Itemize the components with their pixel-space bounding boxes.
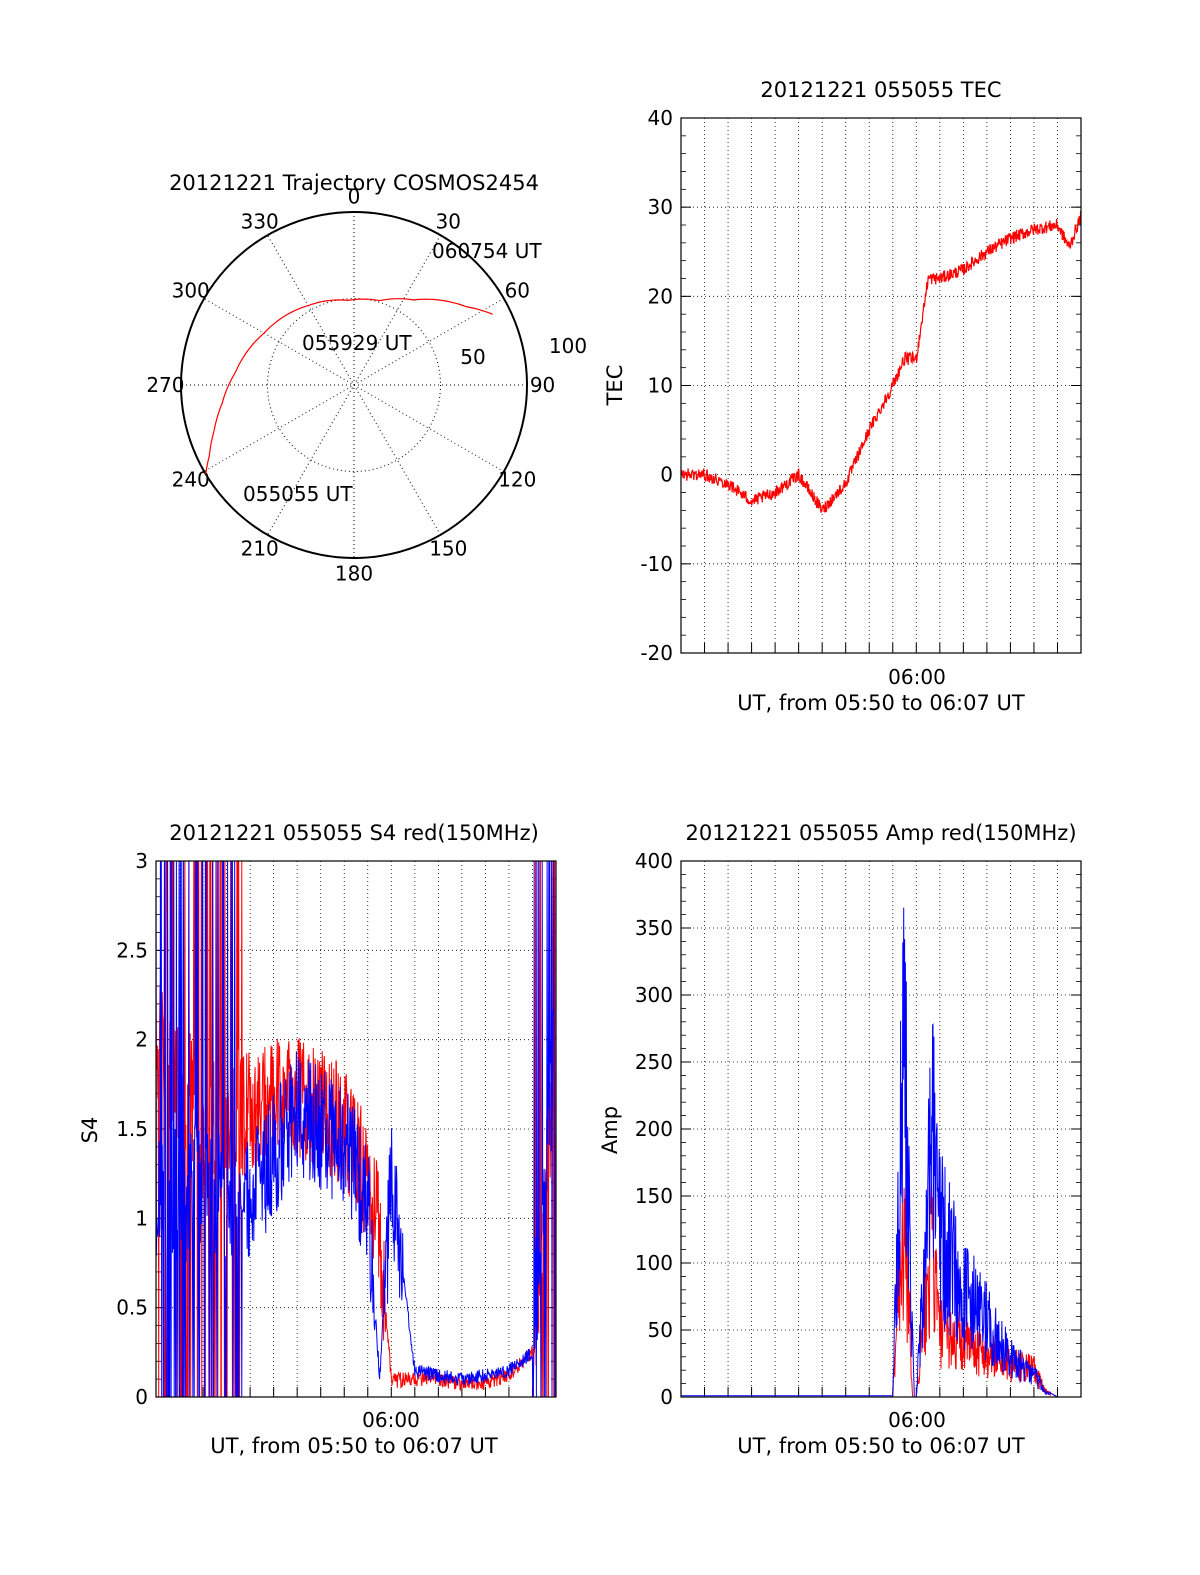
polar-grid (180, 211, 528, 559)
polar-trajectory-panel: 20121221 Trajectory COSMOS2454 0 30 60 90 12… (146, 171, 587, 586)
amp-y-tick-label: 300 (635, 983, 673, 1007)
polar-azimuth-labels: 0 30 60 90 120 150 180 210 240 270 300 330 (146, 184, 555, 585)
s4-panel: 20121221 055055 S4 red(150MHz) 3 2.5 2 1.5 1… (78, 821, 557, 1458)
amp-y-axis-label: Amp (598, 1106, 622, 1154)
tec-y-tick-label: 40 (648, 106, 673, 130)
polar-title: 20121221 Trajectory COSMOS2454 (169, 171, 539, 195)
polar-azimuth-label: 0 (348, 184, 361, 208)
tec-y-axis-label: TEC (603, 365, 627, 407)
amp-y-tick-label: 100 (635, 1251, 673, 1275)
polar-azimuth-label: 240 (172, 467, 210, 491)
amp-y-tick-label: 50 (648, 1318, 673, 1342)
annotation-mid-time: 055929 UT (302, 331, 412, 355)
polar-radius-label-100: 100 (549, 334, 587, 358)
amp-y-tick-label: 0 (660, 1385, 673, 1409)
tec-x-tick-label: 06:00 (888, 665, 946, 689)
amp-y-tick-label: 200 (635, 1117, 673, 1141)
tec-title: 20121221 055055 TEC (760, 78, 1001, 102)
tec-series-red (680, 211, 1082, 513)
amp-y-tick-label: 400 (635, 849, 673, 873)
trajectory-line (205, 298, 493, 475)
polar-azimuth-label: 120 (498, 467, 536, 491)
tec-plot-frame (680, 117, 1082, 654)
amp-title: 20121221 055055 Amp red(150MHz) (685, 821, 1076, 845)
tec-y-tick-label: 20 (648, 284, 673, 308)
s4-plot-frame (155, 860, 557, 1398)
tec-y-tick-label: 10 (648, 374, 673, 398)
polar-azimuth-label: 180 (335, 562, 373, 586)
amp-grid (681, 860, 1081, 1398)
s4-title: 20121221 055055 S4 red(150MHz) (169, 821, 539, 845)
amp-y-tick-label: 150 (635, 1184, 673, 1208)
tec-x-axis-label: UT, from 05:50 to 06:07 UT (737, 691, 1025, 715)
s4-y-tick-label: 3 (135, 849, 148, 873)
annotation-start-time: 055055 UT (243, 482, 353, 506)
s4-y-tick-label: 2.5 (116, 938, 148, 962)
polar-azimuth-label: 150 (429, 536, 467, 560)
s4-x-axis-label: UT, from 05:50 to 06:07 UT (210, 1434, 498, 1458)
annotation-end-time: 060754 UT (432, 239, 542, 263)
polar-azimuth-label: 270 (146, 373, 184, 397)
polar-radius-label-50: 50 (460, 345, 485, 369)
tec-panel: 20121221 055055 TEC 40 30 20 10 0 -10 -20 06:0… (603, 78, 1082, 715)
tec-y-tick-label: -20 (640, 641, 673, 665)
amp-y-tick-label: 350 (635, 916, 673, 940)
tec-y-tick-label: 30 (648, 195, 673, 219)
s4-y-tick-label: 0.5 (116, 1296, 148, 1320)
tec-grid (681, 117, 1081, 654)
amp-x-axis-label: UT, from 05:50 to 06:07 UT (737, 1434, 1025, 1458)
s4-y-tick-label: 1 (135, 1206, 148, 1230)
s4-y-tick-label: 2 (135, 1028, 148, 1052)
polar-inner-circle (267, 298, 441, 472)
amp-x-tick-label: 06:00 (888, 1408, 946, 1432)
tec-y-tick-label: -10 (640, 552, 673, 576)
s4-y-tick-label: 0 (135, 1385, 148, 1409)
tec-y-tick-label: 0 (660, 463, 673, 487)
polar-azimuth-label: 330 (241, 210, 279, 234)
polar-spoke (267, 234, 441, 536)
tec-y-tick-labels: 40 30 20 10 0 -10 -20 (640, 106, 673, 665)
polar-azimuth-label: 90 (530, 373, 555, 397)
polar-azimuth-label: 210 (241, 536, 279, 560)
s4-y-axis-label: S4 (78, 1117, 102, 1144)
polar-azimuth-label: 30 (436, 210, 461, 234)
amp-y-tick-labels: 400 350 300 250 200 150 100 50 0 (635, 849, 673, 1409)
amp-plot-frame (680, 860, 1082, 1398)
polar-azimuth-label: 60 (505, 279, 530, 303)
amp-y-tick-label: 250 (635, 1050, 673, 1074)
amp-series-blue (681, 907, 1081, 1398)
s4-x-tick-label: 06:00 (362, 1408, 420, 1432)
amp-panel: 20121221 055055 Amp red(150MHz) 400 350 30… (598, 821, 1082, 1458)
s4-y-tick-label: 1.5 (116, 1117, 148, 1141)
polar-azimuth-label: 300 (172, 279, 210, 303)
s4-y-tick-labels: 3 2.5 2 1.5 1 0.5 0 (116, 849, 148, 1409)
